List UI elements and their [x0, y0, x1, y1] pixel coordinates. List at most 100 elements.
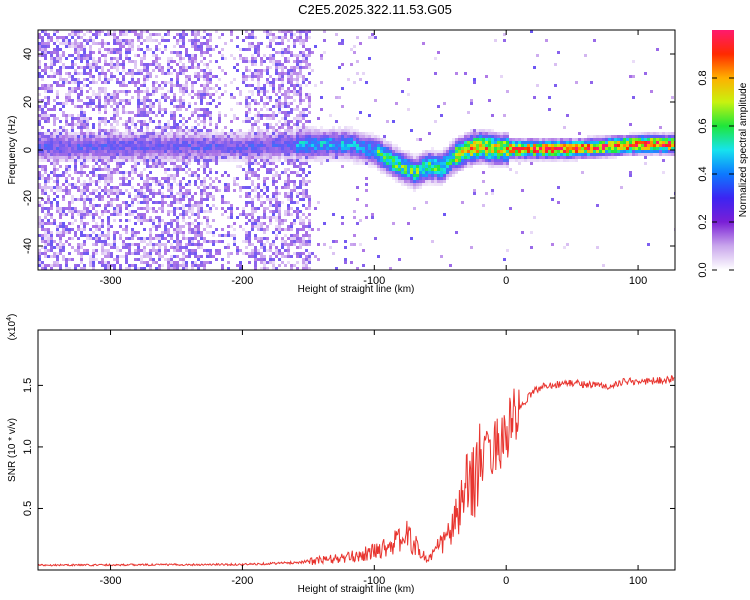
spectrogram-cell — [101, 198, 104, 201]
spectrogram-cell — [86, 150, 89, 153]
spectrogram-cell — [176, 231, 179, 234]
spectrogram-cell — [164, 195, 167, 198]
spectrogram-cell — [332, 144, 335, 147]
spectrogram-cell — [74, 117, 77, 120]
spectrogram-cell — [62, 63, 65, 66]
spectrogram-cell — [416, 186, 419, 189]
spectrogram-cell — [233, 240, 236, 243]
spectrogram-cell — [419, 168, 422, 171]
spectrogram-cell — [128, 204, 131, 207]
spectrogram-cell — [119, 204, 122, 207]
spectrogram-cell — [182, 156, 185, 159]
spectrogram-cell — [293, 171, 296, 174]
spectrogram-cell — [293, 42, 296, 45]
spectrogram-cell — [197, 258, 200, 261]
spectrogram-cell — [212, 231, 215, 234]
spectrogram-cell — [296, 171, 299, 174]
spectrogram-cell — [173, 144, 176, 147]
spectrogram-cell — [101, 195, 104, 198]
spectrogram-cell — [77, 171, 80, 174]
spectrogram-cell — [203, 267, 206, 270]
spectrogram-cell — [284, 99, 287, 102]
spectrogram-cell — [86, 144, 89, 147]
spectrogram-cell — [128, 141, 131, 144]
spectrogram-cell — [299, 162, 302, 165]
spectrogram-cell — [155, 75, 158, 78]
spectrogram-cell — [116, 114, 119, 117]
spectrogram-cell — [254, 150, 257, 153]
spectrogram-cell — [122, 33, 125, 36]
spectrogram-cell — [146, 99, 149, 102]
spectrogram-cell — [110, 204, 113, 207]
spectrogram-cell — [155, 165, 158, 168]
spectrogram-cell — [287, 114, 290, 117]
spectrogram-cell — [194, 33, 197, 36]
spectrogram-cell — [167, 222, 170, 225]
spectrogram-cell — [428, 162, 431, 165]
spectrogram-cell — [215, 147, 218, 150]
spectrogram-cell — [401, 156, 404, 159]
spectrogram-cell — [377, 159, 380, 162]
spectrogram-cell — [155, 135, 158, 138]
spectrogram-cell — [203, 90, 206, 93]
spectrogram-cell — [254, 186, 257, 189]
spectrogram-cell — [80, 258, 83, 261]
spectrogram-cell — [116, 90, 119, 93]
spectrogram-cell — [203, 69, 206, 72]
spectrogram-cell — [56, 243, 59, 246]
spectrogram-cell — [101, 45, 104, 48]
spectrogram-cell — [158, 189, 161, 192]
spectrogram-cell — [311, 135, 314, 138]
spectrogram-cell — [65, 261, 68, 264]
spectrogram-cell — [464, 159, 467, 162]
spectrogram-cell — [188, 225, 191, 228]
spectrogram-cell — [452, 168, 455, 171]
spectrogram-cell — [38, 174, 41, 177]
spectrogram-cell — [44, 141, 47, 144]
spectrogram-cell — [215, 126, 218, 129]
spectrogram-cell — [143, 69, 146, 72]
spectrogram-cell — [38, 108, 41, 111]
spectrogram-cell — [98, 42, 101, 45]
spectrogram-cell — [422, 168, 425, 171]
spectrogram-cell — [251, 150, 254, 153]
spectrogram-cell — [155, 177, 158, 180]
spectrogram-cell — [254, 123, 257, 126]
spectrogram-cell — [272, 252, 275, 255]
spectrogram-cell — [95, 81, 98, 84]
spectrogram-cell — [284, 156, 287, 159]
spectrogram-cell — [161, 135, 164, 138]
spectrogram-cell — [467, 165, 470, 168]
spectrogram-cell — [386, 174, 389, 177]
spectrogram-cell — [290, 255, 293, 258]
spectrogram-cell — [428, 177, 431, 180]
spectrogram-cell — [206, 216, 209, 219]
spectrogram-cell — [113, 114, 116, 117]
spectrogram-cell — [272, 261, 275, 264]
spectrogram-cell — [275, 105, 278, 108]
spectrogram-cell — [50, 150, 53, 153]
spectrogram-cell — [362, 156, 365, 159]
spectrogram-cell — [257, 114, 260, 117]
spectrogram-cell — [146, 180, 149, 183]
spectrogram-cell — [176, 42, 179, 45]
spectrogram-cell — [107, 51, 110, 54]
spectrogram-cell — [95, 258, 98, 261]
spectrogram-cell — [263, 102, 266, 105]
spectrogram-cell — [299, 255, 302, 258]
spectrogram-cell — [116, 78, 119, 81]
spectrogram-cell — [152, 159, 155, 162]
spectrogram-cell — [161, 204, 164, 207]
spectrogram-cell — [209, 210, 212, 213]
spectrogram-cell — [206, 78, 209, 81]
spectrogram-cell — [200, 231, 203, 234]
spectrogram-cell — [203, 159, 206, 162]
spectrogram-cell — [134, 126, 137, 129]
spectrogram-cell — [86, 57, 89, 60]
spectrogram-cell — [263, 249, 266, 252]
spectrogram-cell — [206, 93, 209, 96]
spectrogram-cell — [104, 108, 107, 111]
spectrogram-cell — [380, 153, 383, 156]
spectrogram-cell — [287, 129, 290, 132]
spectrogram-cell — [284, 33, 287, 36]
